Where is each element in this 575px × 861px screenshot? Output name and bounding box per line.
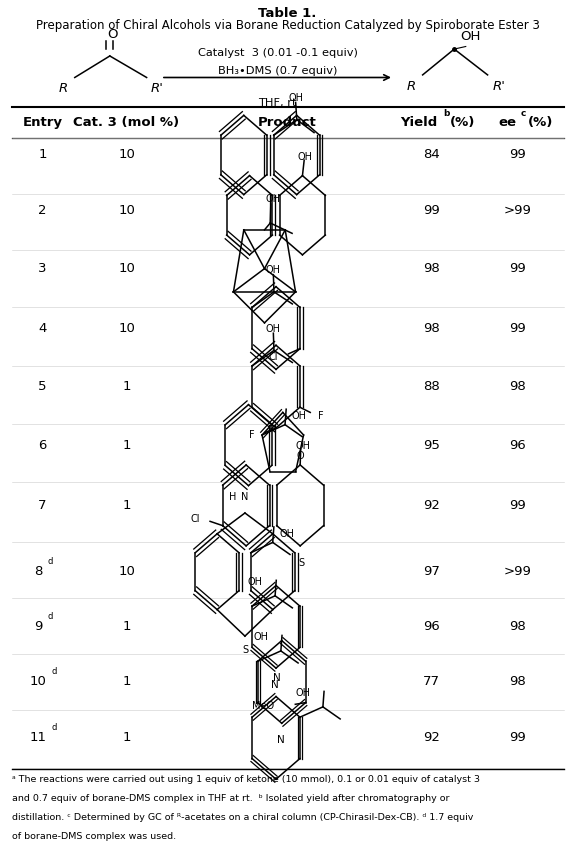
Text: N: N (242, 492, 248, 503)
Text: F: F (319, 411, 324, 421)
Text: 10: 10 (29, 675, 47, 689)
Text: F: F (248, 430, 254, 440)
Text: (%): (%) (450, 115, 476, 129)
Text: MeO: MeO (252, 701, 274, 711)
Text: 99: 99 (509, 731, 526, 745)
Text: ee: ee (498, 115, 516, 129)
Text: S: S (298, 558, 304, 568)
Text: 5: 5 (39, 380, 47, 393)
Text: 11: 11 (29, 731, 47, 745)
Text: OH: OH (460, 29, 481, 43)
Text: 98: 98 (509, 675, 526, 689)
Text: R': R' (151, 82, 163, 96)
Text: OH: OH (265, 324, 280, 334)
Text: OH: OH (298, 152, 313, 162)
Text: Cat. 3 (mol %): Cat. 3 (mol %) (74, 115, 179, 129)
Text: d: d (48, 557, 53, 566)
Text: H: H (229, 492, 236, 503)
Text: 98: 98 (423, 321, 440, 335)
Text: >99: >99 (504, 565, 531, 579)
Text: 1: 1 (122, 620, 131, 634)
Text: Table 1.: Table 1. (258, 7, 317, 20)
Text: 98: 98 (509, 380, 526, 393)
Text: 97: 97 (423, 565, 440, 579)
Text: Catalyst  3 (0.01 -0.1 equiv): Catalyst 3 (0.01 -0.1 equiv) (198, 48, 358, 59)
Text: 92: 92 (423, 731, 440, 745)
Text: 99: 99 (509, 321, 526, 335)
Text: 95: 95 (423, 438, 440, 452)
Text: 8: 8 (34, 565, 42, 579)
Text: d: d (48, 612, 53, 621)
Text: 7: 7 (39, 499, 47, 512)
Text: 1: 1 (122, 499, 131, 512)
Text: 10: 10 (118, 321, 135, 335)
Text: 99: 99 (509, 148, 526, 162)
Text: S: S (242, 645, 248, 655)
Text: 10: 10 (118, 148, 135, 162)
Text: 9: 9 (34, 620, 42, 634)
Text: OH: OH (296, 441, 310, 451)
Text: 92: 92 (423, 499, 440, 512)
Text: OH: OH (247, 577, 262, 587)
Text: Preparation of Chiral Alcohols via Borane Reduction Catalyzed by Spiroborate Est: Preparation of Chiral Alcohols via Boran… (36, 19, 539, 32)
Text: ᵃ The reactions were carried out using 1 equiv of ketone (10 mmol), 0.1 or 0.01 : ᵃ The reactions were carried out using 1… (12, 775, 480, 784)
Text: BH₃•DMS (0.7 equiv): BH₃•DMS (0.7 equiv) (218, 65, 338, 76)
Text: Yield: Yield (400, 115, 437, 129)
Text: 10: 10 (118, 565, 135, 579)
Text: >99: >99 (504, 204, 531, 218)
Text: OH: OH (296, 688, 310, 698)
Text: 1: 1 (122, 380, 131, 393)
Text: N: N (273, 672, 281, 683)
Text: b: b (443, 109, 450, 118)
Text: 84: 84 (423, 148, 440, 162)
Text: OH: OH (292, 411, 307, 421)
Text: OH: OH (266, 194, 281, 204)
Text: 3: 3 (39, 262, 47, 276)
Text: 1: 1 (122, 438, 131, 452)
Text: 88: 88 (423, 380, 440, 393)
Text: 98: 98 (509, 620, 526, 634)
Text: R': R' (493, 79, 505, 93)
Text: R: R (59, 82, 68, 96)
Text: R: R (407, 79, 416, 93)
Text: OH: OH (253, 632, 268, 642)
Text: Entry: Entry (22, 115, 63, 129)
Text: 1: 1 (122, 731, 131, 745)
Text: Product: Product (258, 115, 317, 129)
Text: 99: 99 (509, 262, 526, 276)
Text: N: N (271, 680, 279, 691)
Text: N: N (277, 735, 285, 746)
Text: Cl: Cl (269, 352, 278, 362)
Text: of borane-DMS complex was used.: of borane-DMS complex was used. (12, 832, 175, 840)
Text: O: O (107, 28, 117, 41)
Text: OH: OH (288, 93, 303, 103)
Text: d: d (51, 723, 57, 732)
Text: c: c (520, 109, 526, 118)
Text: 99: 99 (423, 204, 440, 218)
Text: 99: 99 (509, 499, 526, 512)
Text: 10: 10 (118, 204, 135, 218)
Text: 98: 98 (423, 262, 440, 276)
Text: 96: 96 (423, 620, 440, 634)
Text: OH: OH (279, 529, 294, 539)
Text: 1: 1 (39, 148, 47, 162)
Text: d: d (51, 667, 57, 676)
Text: O: O (297, 451, 305, 461)
Text: 2: 2 (39, 204, 47, 218)
Text: OH: OH (265, 265, 280, 276)
Text: 96: 96 (509, 438, 526, 452)
Text: distillation. ᶜ Determined by GC of ᴿ-acetates on a chiral column (CP-Chirasil-D: distillation. ᶜ Determined by GC of ᴿ-ac… (12, 813, 473, 821)
Text: Cl: Cl (190, 514, 200, 523)
Text: THF, rt: THF, rt (259, 98, 297, 108)
Text: 77: 77 (423, 675, 440, 689)
Text: and 0.7 equiv of borane-DMS complex in THF at rt.  ᵇ Isolated yield after chroma: and 0.7 equiv of borane-DMS complex in T… (12, 794, 449, 802)
Text: 4: 4 (39, 321, 47, 335)
Text: (%): (%) (528, 115, 553, 129)
Text: 10: 10 (118, 262, 135, 276)
Text: 6: 6 (39, 438, 47, 452)
Text: 1: 1 (122, 675, 131, 689)
